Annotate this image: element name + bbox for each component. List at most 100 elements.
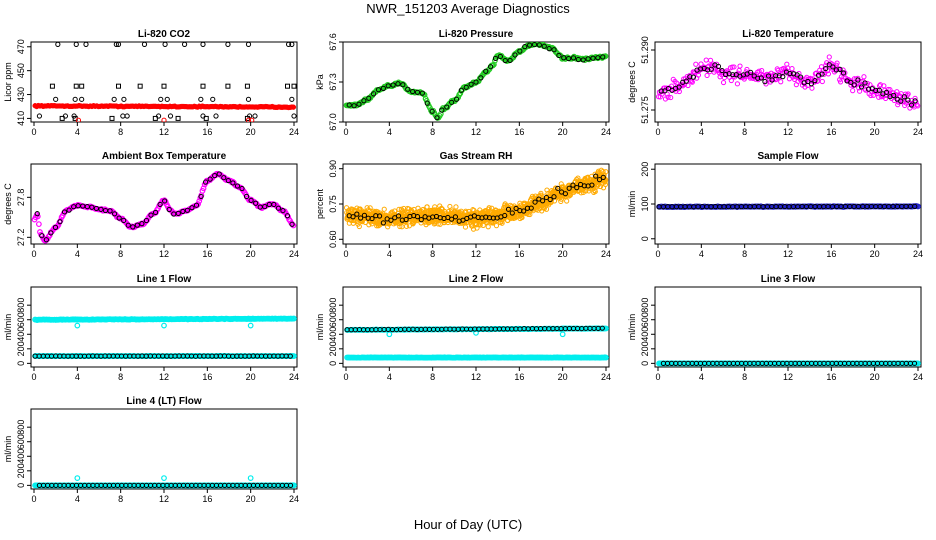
- data-point: [798, 74, 804, 80]
- data-point: [574, 185, 580, 191]
- data-point: [381, 206, 387, 212]
- data-point: [905, 97, 911, 103]
- data-point: [245, 42, 252, 47]
- data-point: [49, 83, 55, 89]
- y-tick-label: 200: [328, 341, 338, 356]
- data-point: [193, 202, 200, 208]
- x-tick-label: 20: [246, 372, 256, 382]
- data-point: [121, 96, 127, 102]
- x-tick-label: 12: [783, 127, 793, 137]
- data-point: [562, 191, 568, 197]
- x-tick-label: 0: [655, 249, 660, 259]
- x-tick-label: 20: [870, 249, 880, 259]
- data-point: [602, 181, 609, 188]
- x-tick-label: 12: [471, 372, 481, 382]
- x-tick-label: 16: [202, 127, 212, 137]
- x-tick-label: 0: [655, 127, 660, 137]
- data-point: [414, 214, 421, 220]
- data-point: [386, 331, 393, 338]
- data-point: [289, 42, 295, 47]
- y-tick-label: 0: [640, 361, 650, 366]
- data-point: [522, 44, 528, 50]
- sample-flow-title: Sample Flow: [757, 151, 818, 162]
- data-point: [540, 198, 546, 204]
- x-tick-label: 4: [75, 494, 80, 504]
- data-point: [659, 91, 665, 97]
- data-point: [98, 206, 104, 212]
- data-point: [505, 206, 512, 212]
- data-point: [385, 83, 391, 89]
- x-tick-label: 8: [742, 127, 747, 137]
- data-point: [723, 71, 729, 78]
- data-point: [840, 70, 847, 76]
- y-tick-label: 600: [640, 312, 650, 327]
- line-3-flow-points: [656, 360, 921, 367]
- data-point: [287, 482, 294, 488]
- gas-stream-rh-title: Gas Stream RH: [440, 151, 513, 162]
- data-point: [497, 53, 503, 60]
- data-point: [883, 89, 890, 95]
- data-point: [444, 104, 450, 110]
- y-tick-label: 200: [640, 162, 650, 177]
- data-point: [452, 214, 459, 220]
- data-point: [864, 80, 871, 87]
- data-point: [778, 79, 784, 85]
- x-tick-label: 0: [31, 372, 36, 382]
- x-tick-label: 24: [289, 494, 299, 504]
- x-tick-label: 12: [159, 372, 169, 382]
- x-tick-label: 24: [913, 127, 923, 137]
- data-point: [570, 182, 576, 188]
- data-point: [915, 203, 921, 210]
- data-point: [285, 42, 292, 47]
- data-point: [689, 79, 695, 85]
- gas-stream-rh-points: [343, 167, 609, 232]
- y-tick-label: 51.290: [640, 36, 650, 64]
- x-tick-label: 4: [75, 249, 80, 259]
- y-tick-label: 0: [16, 361, 26, 366]
- data-point: [207, 176, 213, 182]
- data-point: [439, 107, 445, 113]
- x-tick-label: 12: [783, 249, 793, 259]
- data-point: [736, 67, 742, 74]
- x-tick-label: 20: [558, 127, 568, 137]
- x-tick-label: 8: [742, 249, 747, 259]
- data-point: [403, 223, 410, 229]
- data-point: [600, 174, 606, 180]
- x-tick-label: 8: [430, 249, 435, 259]
- data-point: [589, 182, 595, 188]
- data-point: [243, 193, 250, 199]
- data-point: [737, 63, 743, 69]
- data-point: [825, 71, 832, 77]
- x-tick-label: 12: [783, 372, 793, 382]
- data-point: [291, 353, 297, 360]
- data-point: [225, 177, 231, 184]
- x-tick-label: 16: [514, 372, 524, 382]
- x-tick-label: 12: [471, 249, 481, 259]
- data-point: [388, 217, 394, 223]
- data-point: [203, 115, 209, 121]
- data-point: [275, 205, 281, 211]
- data-point: [162, 198, 168, 204]
- data-point: [556, 52, 562, 59]
- data-point: [157, 201, 163, 208]
- data-point: [196, 198, 203, 205]
- data-point: [488, 64, 494, 70]
- data-point: [730, 72, 736, 78]
- x-tick-label: 0: [343, 249, 348, 259]
- y-tick-label: 0: [640, 236, 650, 241]
- data-point: [857, 88, 863, 94]
- data-point: [665, 94, 671, 100]
- data-point: [561, 55, 567, 61]
- data-point: [519, 214, 525, 221]
- data-point: [366, 95, 372, 101]
- data-point: [862, 80, 868, 86]
- data-point: [210, 96, 216, 102]
- data-point: [212, 172, 218, 179]
- x-tick-label: 12: [159, 249, 169, 259]
- data-point: [361, 98, 367, 104]
- li820-co2-title: Li-820 CO2: [138, 29, 191, 40]
- x-tick-label: 12: [159, 494, 169, 504]
- data-point: [290, 104, 297, 110]
- data-point: [161, 322, 167, 329]
